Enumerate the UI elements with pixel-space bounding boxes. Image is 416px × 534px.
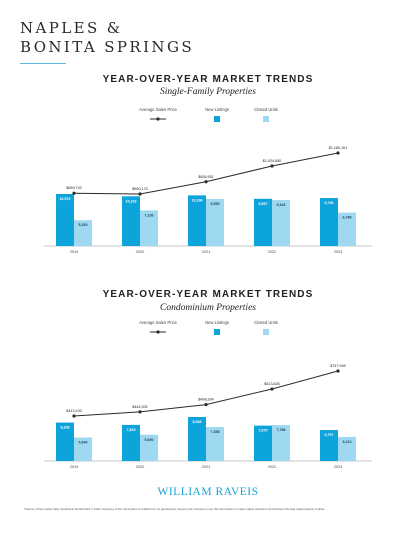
bar-label-closed-units: 6,789 [343, 216, 352, 220]
price-label: $747,949 [330, 364, 345, 368]
price-label: $1,024,650 [263, 159, 281, 163]
bar-label-new-listings: 7,670 [259, 429, 268, 433]
legend-price-marker [156, 117, 160, 121]
price-point [204, 180, 208, 184]
legend-closed-label: Closed Units [254, 320, 278, 325]
price-label: $444,302 [132, 405, 147, 409]
bar-label-closed-units: 7,358 [211, 430, 220, 434]
bar-closed-units [272, 425, 290, 461]
bar-new-listings [320, 430, 338, 461]
bar-label-closed-units: 9,343 [277, 203, 286, 207]
bar-label-new-listings: 9,746 [325, 201, 334, 205]
price-label: $498,304 [198, 398, 213, 402]
legend-listings-label: New Listings [205, 107, 229, 112]
price-point [270, 164, 274, 168]
legend-closed-swatch [263, 329, 269, 335]
chart2-title: YEAR-OVER-YEAR MARKET TRENDS [102, 289, 314, 300]
price-line [73, 152, 339, 195]
x-tick-label: 2020 [136, 465, 144, 469]
bar-closed-units [74, 220, 92, 246]
price-point [270, 387, 274, 391]
bar-closed-units [338, 212, 356, 246]
x-tick-label: 2020 [136, 250, 144, 254]
price-point [72, 414, 76, 418]
price-label: $1,180,101 [329, 146, 347, 150]
bar-label-new-listings: 10,296 [192, 198, 203, 202]
bar-label-new-listings: 8,338 [61, 426, 70, 430]
bar-new-listings [56, 194, 74, 246]
bar-label-new-listings: 10,570 [60, 197, 71, 201]
x-tick-label: 2023 [334, 465, 342, 469]
price-label: $836,551 [198, 175, 213, 179]
price-label: $690,170 [132, 187, 147, 191]
bar-new-listings [56, 422, 74, 461]
bar-closed-units [74, 437, 92, 461]
bar-new-listings [320, 198, 338, 246]
bar-new-listings [254, 425, 272, 461]
legend-listings-swatch [214, 116, 220, 122]
bar-label-new-listings: 10,103 [126, 199, 137, 203]
bar-new-listings [188, 195, 206, 246]
bar-closed-units [140, 210, 158, 246]
brand-logo: WILLIAM RAVEIS [157, 486, 259, 498]
price-point [336, 151, 340, 155]
bar-label-closed-units: 9,555 [211, 202, 220, 206]
x-tick-label: 2022 [268, 250, 276, 254]
chart2-subtitle: Condominium Properties [160, 303, 256, 313]
bar-label-closed-units: 7,236 [145, 213, 154, 217]
price-point [204, 402, 208, 407]
x-tick-label: 2019 [70, 250, 78, 254]
legend-listings-swatch [214, 329, 220, 335]
price-point [138, 192, 142, 196]
bar-label-closed-units: 5,213 [343, 440, 352, 444]
x-tick-label: 2019 [70, 465, 78, 469]
bar-new-listings [122, 424, 140, 461]
x-tick-label: 2021 [202, 465, 210, 469]
bar-label-closed-units: 5,094 [79, 441, 88, 445]
region-title-line2: BONITA SPRINGS [20, 38, 195, 56]
price-point [138, 410, 142, 414]
legend-listings-label: New Listings [205, 320, 229, 325]
bar-label-closed-units: 5,690 [145, 438, 154, 442]
bar-closed-units [272, 200, 290, 246]
price-label: $699,742 [66, 186, 81, 190]
bar-new-listings [122, 196, 140, 246]
chart1-title: YEAR-OVER-YEAR MARKET TRENDS [102, 74, 314, 85]
accent-rule [20, 63, 66, 64]
legend-price-marker [156, 330, 160, 334]
legend-closed-swatch [263, 116, 269, 122]
bar-label-new-listings: 9,597 [259, 202, 268, 206]
bar-label-new-listings: 9,538 [193, 420, 202, 424]
x-tick-label: 2022 [268, 465, 276, 469]
price-point [72, 191, 76, 195]
bar-new-listings [188, 417, 206, 461]
region-title-line1: NAPLES & [20, 19, 123, 37]
price-label: $413,433 [66, 409, 81, 413]
bar-closed-units [206, 427, 224, 461]
bar-closed-units [338, 436, 356, 461]
bar-closed-units [140, 434, 158, 461]
single-family-chart: Average Sales Price New Listings Closed Un… [44, 107, 372, 254]
bar-new-listings [254, 198, 272, 246]
legend-closed-label: Closed Units [254, 107, 278, 112]
x-tick-label: 2023 [334, 250, 342, 254]
price-line [73, 370, 339, 417]
price-point [336, 369, 340, 373]
bar-label-closed-units: 7,788 [277, 428, 286, 432]
bar-label-closed-units: 5,253 [79, 223, 88, 227]
price-label: $613,826 [264, 382, 279, 386]
bar-closed-units [206, 198, 224, 246]
bar-label-new-listings: 6,707 [325, 433, 334, 437]
bar-label-new-listings: 7,823 [127, 428, 136, 432]
legend-price-label: Average Sales Price [139, 107, 178, 112]
x-tick-label: 2021 [202, 250, 210, 254]
footnote: *Source of this market data: Southwest F… [24, 507, 325, 511]
chart1-subtitle: Single-Family Properties [160, 87, 256, 97]
condominium-chart: Average Sales Price New Listings Closed Un… [44, 320, 372, 469]
legend-price-label: Average Sales Price [139, 320, 178, 325]
